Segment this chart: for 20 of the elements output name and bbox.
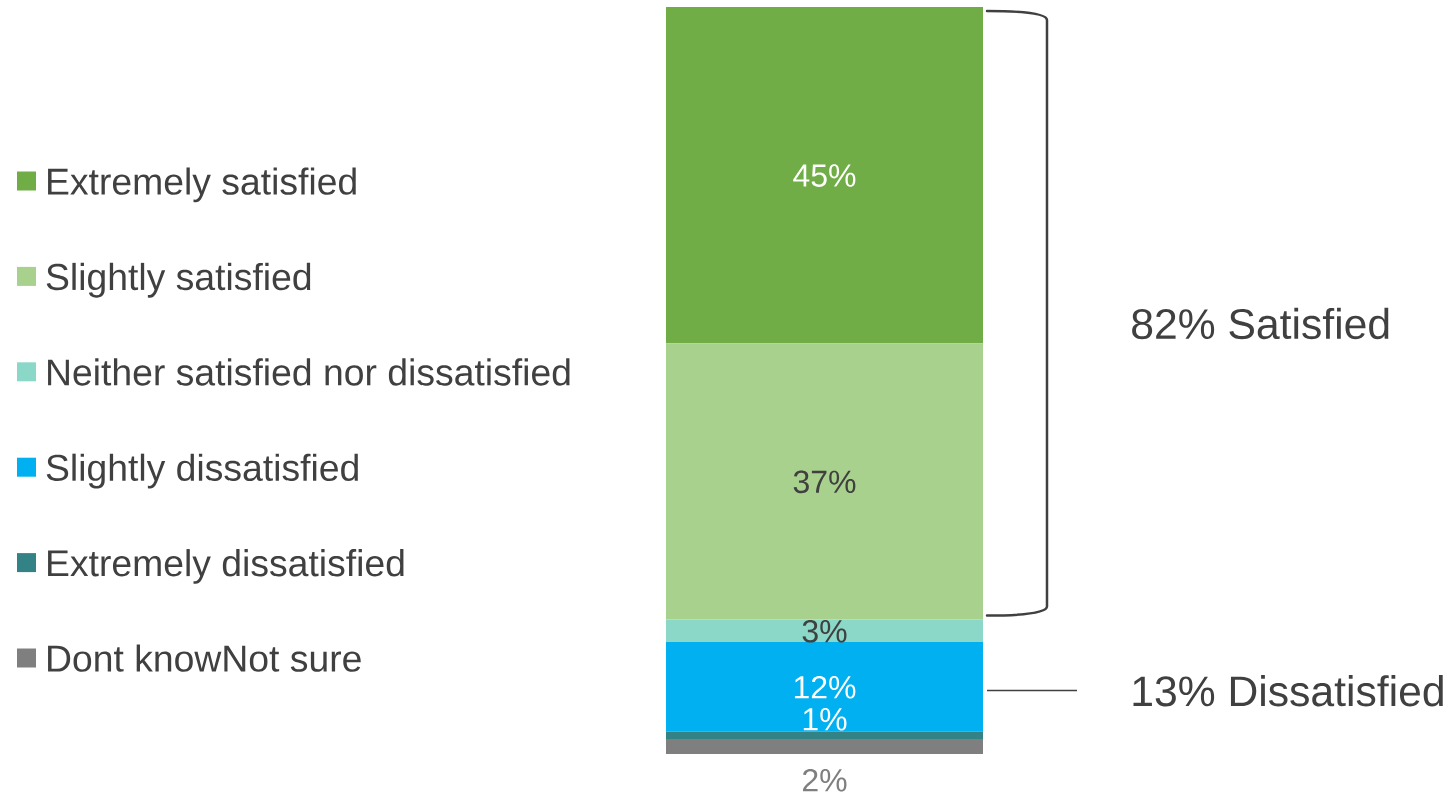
data-label: 45% [793,164,856,187]
bar [666,6,983,344]
legend-label: Dont knowNot sure [48,644,361,672]
data-label: 37% [793,470,856,494]
bar [666,739,983,754]
bar [666,343,983,620]
data-label: 1% [803,708,847,731]
text: 13% Dissatisfied [1133,675,1443,707]
legend-label: Extremely satisfied [48,167,356,203]
text: 82% Satisfied [1132,307,1389,340]
bar [666,641,983,732]
data-label: 3% [802,619,847,643]
legend-label: Slightly dissatisfied [46,453,358,489]
legend-label: Neither satisfied nor dissatisfied [48,358,570,386]
bar [666,731,983,740]
legend-label: Slightly satisfied [46,262,311,298]
legend-label: Extremely dissatisfied [48,549,404,584]
data-label: 2% [802,768,847,792]
bar [666,619,983,642]
data-label: 12% [794,675,856,699]
